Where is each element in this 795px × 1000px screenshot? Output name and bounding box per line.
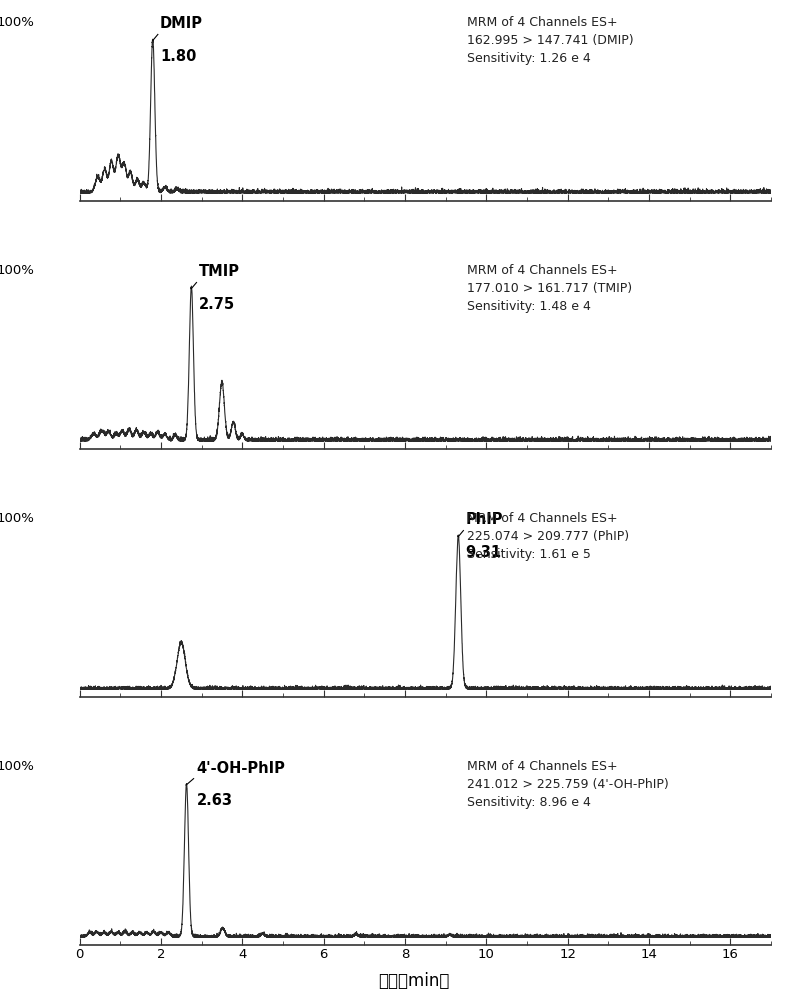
Text: 100%: 100% <box>0 16 34 29</box>
Text: 9.31: 9.31 <box>466 545 502 560</box>
Text: MRM of 4 Channels ES+
162.995 > 147.741 (DMIP)
Sensitivity: 1.26 e 4: MRM of 4 Channels ES+ 162.995 > 147.741 … <box>467 16 634 65</box>
Text: 2.63: 2.63 <box>196 793 233 808</box>
Text: 4'-OH-PhIP: 4'-OH-PhIP <box>196 761 285 776</box>
Text: 100%: 100% <box>0 512 34 525</box>
Text: MRM of 4 Channels ES+
241.012 > 225.759 (4'-OH-PhIP)
Sensitivity: 8.96 e 4: MRM of 4 Channels ES+ 241.012 > 225.759 … <box>467 760 669 809</box>
Text: PhIP: PhIP <box>466 512 503 527</box>
Text: MRM of 4 Channels ES+
225.074 > 209.777 (PhIP)
Sensitivity: 1.61 e 5: MRM of 4 Channels ES+ 225.074 > 209.777 … <box>467 512 629 561</box>
Text: 2.75: 2.75 <box>199 297 235 312</box>
Text: 100%: 100% <box>0 264 34 277</box>
Text: DMIP: DMIP <box>160 16 203 31</box>
Text: 1.80: 1.80 <box>160 49 196 64</box>
Text: 时间（min）: 时间（min） <box>378 972 449 990</box>
Text: TMIP: TMIP <box>199 264 240 279</box>
Text: MRM of 4 Channels ES+
177.010 > 161.717 (TMIP)
Sensitivity: 1.48 e 4: MRM of 4 Channels ES+ 177.010 > 161.717 … <box>467 264 632 313</box>
Text: 100%: 100% <box>0 760 34 773</box>
